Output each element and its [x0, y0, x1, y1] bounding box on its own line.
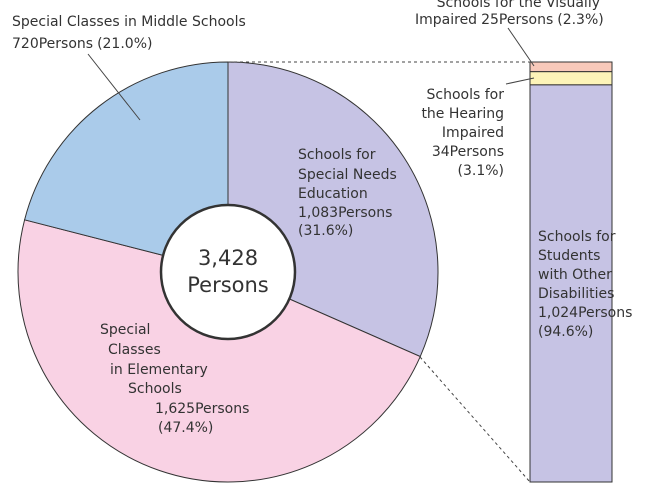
leader-line: [87, 53, 141, 121]
center-label: 3,428: [198, 246, 258, 270]
category-label: the Hearing: [421, 106, 504, 122]
category-label: Schools for: [298, 147, 376, 163]
percent-label: (94.6%): [538, 324, 593, 340]
value-label: 34Persons: [432, 144, 504, 160]
connector: [419, 356, 531, 483]
category-label: Schools for: [427, 87, 505, 103]
category-label: Classes: [108, 342, 161, 358]
category-label: Disabilities: [538, 286, 614, 302]
category-label: Special Classes in Middle Schools: [12, 14, 246, 30]
center-label: Persons: [187, 273, 269, 297]
value-label: 1,083Persons: [298, 205, 392, 221]
percent-label: (3.1%): [458, 163, 505, 179]
leader-line: [507, 27, 535, 67]
guides: [87, 27, 535, 483]
category-label: Impaired: [442, 125, 504, 141]
category-label: Education: [298, 186, 368, 202]
percent-label: (47.4%): [158, 420, 213, 436]
value-label: 1,024Persons: [538, 305, 632, 321]
value-label: 720Persons: [12, 36, 93, 52]
category-label: Students: [538, 248, 600, 264]
category-label: Schools for the Visually: [437, 0, 600, 11]
category-label: in Elementary: [110, 362, 208, 378]
category-label: Special Needs: [298, 167, 397, 183]
marks: [17, 61, 613, 483]
category-label: Impaired: [415, 12, 477, 28]
pie-slice: [23, 61, 229, 273]
labels: 3,428 Persons Schools for Special Needs Educ…: [12, 0, 632, 436]
percent-label: (31.6%): [298, 223, 353, 239]
category-label: Schools: [128, 381, 182, 397]
value-label: 25Persons: [481, 12, 553, 28]
category-label: with Other: [538, 267, 612, 283]
category-label: Schools for: [538, 229, 616, 245]
center-hole: [159, 203, 297, 341]
pie-slice: [17, 219, 421, 483]
percent-label: (21.0%): [97, 36, 152, 52]
bar-segment: [529, 61, 613, 73]
category-label: Special: [100, 322, 150, 338]
bar-segment: [529, 71, 613, 86]
leader-line: [505, 77, 535, 85]
percent-label: (2.3%): [557, 12, 604, 28]
value-label: 1,625Persons: [155, 401, 249, 417]
bar-segment: [529, 84, 613, 483]
